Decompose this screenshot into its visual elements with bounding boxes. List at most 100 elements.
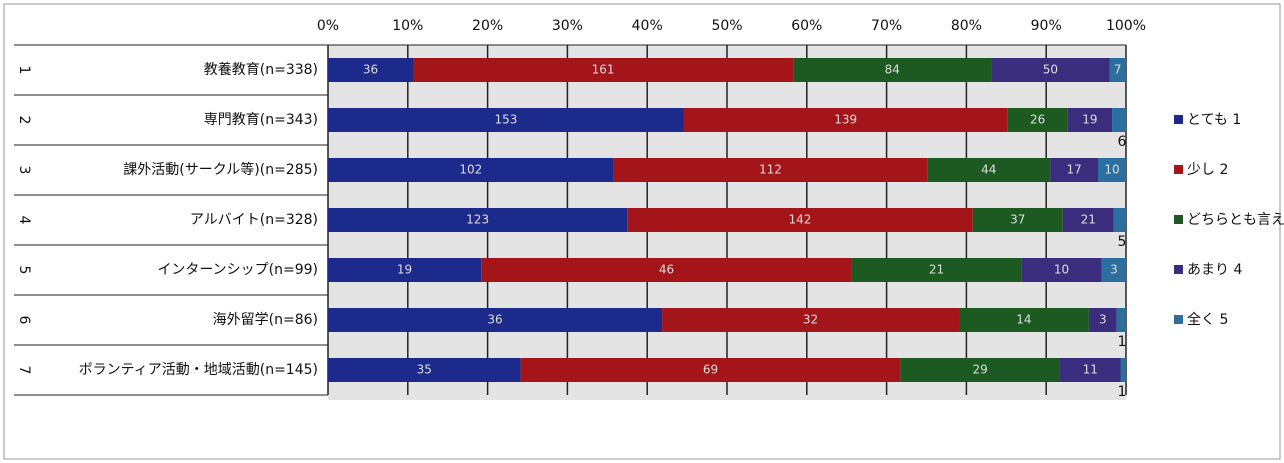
value-label: 36 bbox=[487, 313, 502, 327]
bar-segment bbox=[328, 308, 663, 332]
value-label: 26 bbox=[1030, 113, 1045, 127]
value-label: 17 bbox=[1067, 163, 1082, 177]
value-label: 6 bbox=[1118, 134, 1127, 150]
y-tick-label: アルバイト(n=328) bbox=[190, 212, 318, 228]
row-number: 7 bbox=[16, 366, 32, 375]
value-label: 19 bbox=[397, 263, 412, 277]
value-label: 7 bbox=[1114, 63, 1122, 77]
y-tick-label: インターンシップ(n=99) bbox=[157, 262, 318, 278]
value-label: 29 bbox=[973, 363, 988, 377]
value-label: 102 bbox=[459, 163, 482, 177]
row-number: 1 bbox=[16, 66, 32, 75]
bar-segment bbox=[613, 158, 928, 182]
value-label: 19 bbox=[1082, 113, 1097, 127]
legend-swatch bbox=[1174, 215, 1183, 224]
y-tick-label: 海外留学(n=86) bbox=[213, 312, 318, 328]
bar-segment bbox=[328, 258, 482, 282]
bar-segment bbox=[328, 358, 521, 382]
bar-segment bbox=[328, 58, 413, 82]
value-label: 32 bbox=[803, 313, 818, 327]
bar-segment bbox=[328, 158, 614, 182]
x-tick-label: 50% bbox=[711, 18, 742, 34]
bar-segment bbox=[927, 158, 1051, 182]
legend-label: とても 1 bbox=[1187, 112, 1241, 128]
bar-segment bbox=[1067, 108, 1113, 132]
bar-segment bbox=[851, 258, 1022, 282]
row-number: 2 bbox=[16, 116, 32, 125]
value-label: 10 bbox=[1104, 163, 1119, 177]
bar-segment bbox=[627, 208, 973, 232]
bar-segment bbox=[1109, 58, 1126, 82]
value-label: 1 bbox=[1118, 384, 1127, 400]
bar-segment bbox=[481, 258, 852, 282]
value-label: 11 bbox=[1083, 363, 1098, 377]
legend-label: 全く 5 bbox=[1187, 311, 1228, 328]
bar-segment bbox=[1062, 208, 1114, 232]
bar-segment bbox=[972, 208, 1063, 232]
value-label: 153 bbox=[495, 113, 518, 127]
bar-segment bbox=[1120, 358, 1126, 382]
x-tick-label: 90% bbox=[1031, 18, 1062, 34]
x-tick-label: 40% bbox=[632, 18, 663, 34]
bar-segment bbox=[1059, 358, 1121, 382]
bar-segment bbox=[328, 108, 684, 132]
value-label: 10 bbox=[1054, 263, 1069, 277]
legend-label: あまり 4 bbox=[1187, 262, 1242, 278]
row-number: 3 bbox=[16, 166, 32, 175]
x-tick-label: 0% bbox=[317, 18, 339, 34]
bar-segment bbox=[1088, 308, 1117, 332]
legend-swatch bbox=[1174, 315, 1183, 324]
legend-swatch bbox=[1174, 115, 1183, 124]
value-label: 50 bbox=[1043, 63, 1058, 77]
bar-segment bbox=[328, 208, 628, 232]
bar-segment bbox=[958, 308, 1089, 332]
bar-segment bbox=[1113, 208, 1126, 232]
bar-segment bbox=[683, 108, 1008, 132]
value-label: 161 bbox=[592, 63, 615, 77]
bar-segment bbox=[793, 58, 992, 82]
x-tick-label: 100% bbox=[1106, 18, 1146, 34]
value-label: 142 bbox=[789, 213, 812, 227]
bar-segment bbox=[900, 358, 1060, 382]
value-label: 123 bbox=[466, 213, 489, 227]
x-tick-label: 30% bbox=[552, 18, 583, 34]
legend-label: 少し 2 bbox=[1187, 162, 1228, 178]
row-number: 4 bbox=[16, 216, 32, 225]
bar-segment bbox=[1112, 108, 1126, 132]
x-tick-label: 80% bbox=[951, 18, 982, 34]
x-tick-label: 20% bbox=[472, 18, 503, 34]
x-tick-label: 10% bbox=[392, 18, 423, 34]
value-label: 21 bbox=[1081, 213, 1096, 227]
y-tick-label: 課外活動(サークル等)(n=285) bbox=[123, 161, 318, 178]
value-label: 3 bbox=[1099, 313, 1107, 327]
bar-segment bbox=[1098, 158, 1126, 182]
value-label: 139 bbox=[834, 113, 857, 127]
value-label: 84 bbox=[885, 63, 900, 77]
bar-segment bbox=[520, 358, 901, 382]
x-tick-label: 70% bbox=[871, 18, 902, 34]
x-tick-label: 60% bbox=[791, 18, 822, 34]
value-label: 35 bbox=[417, 363, 432, 377]
y-tick-label: 専門教育(n=343) bbox=[204, 112, 318, 128]
value-label: 69 bbox=[703, 363, 718, 377]
bar-segment bbox=[1021, 258, 1102, 282]
value-label: 1 bbox=[1118, 334, 1127, 350]
value-label: 112 bbox=[759, 163, 782, 177]
row-number: 5 bbox=[16, 266, 32, 275]
value-label: 5 bbox=[1118, 234, 1127, 250]
bar-segment bbox=[1116, 308, 1126, 332]
bar-segment bbox=[1050, 158, 1098, 182]
value-label: 21 bbox=[929, 263, 944, 277]
bar-segment bbox=[662, 308, 959, 332]
bar-segment bbox=[991, 58, 1110, 82]
value-label: 46 bbox=[659, 263, 674, 277]
legend-swatch bbox=[1174, 165, 1183, 174]
value-label: 37 bbox=[1010, 213, 1025, 227]
value-label: 14 bbox=[1016, 313, 1031, 327]
legend-label: どちらとも言えない 3 bbox=[1187, 212, 1284, 228]
value-label: 44 bbox=[981, 163, 996, 177]
row-number: 6 bbox=[16, 316, 32, 325]
bar-segment bbox=[1101, 258, 1126, 282]
value-label: 3 bbox=[1110, 263, 1118, 277]
